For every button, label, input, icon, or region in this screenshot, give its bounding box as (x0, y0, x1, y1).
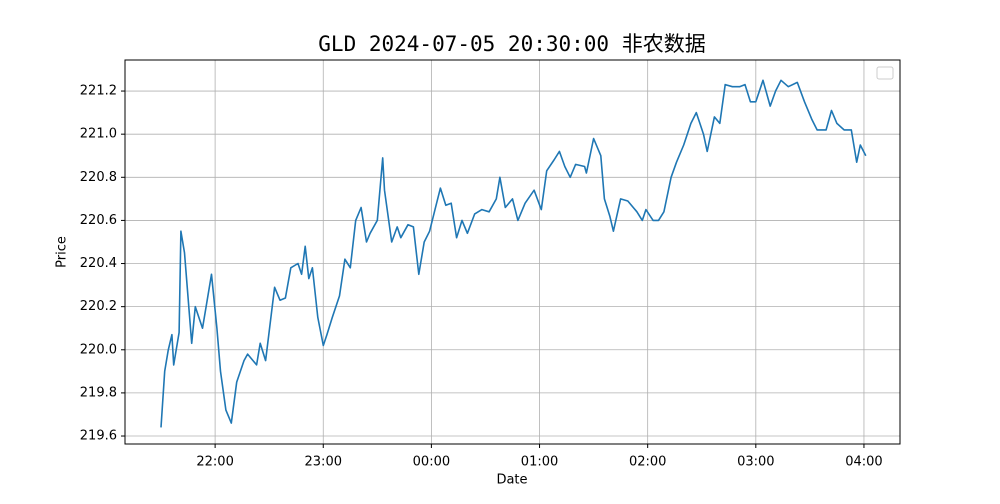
x-tick-label: 00:00 (413, 455, 450, 470)
y-tick-label: 221.2 (80, 84, 117, 99)
plot (160, 79, 867, 428)
y-tick-label: 220.8 (80, 170, 117, 185)
x-tick-label: 02:00 (629, 455, 666, 470)
chart-title: GLD 2024-07-05 20:30:00 非农数据 (318, 32, 705, 56)
legend (876, 66, 894, 80)
y-tick-label: 220.6 (80, 213, 117, 228)
axes-frame (124, 59, 901, 445)
y-tick-label: 220.0 (80, 342, 117, 357)
x-tick-label: 01:00 (521, 455, 558, 470)
y-tick-label: 219.8 (80, 385, 117, 400)
price-line (160, 79, 867, 428)
x-tick-label: 23:00 (305, 455, 342, 470)
x-tick-label: 04:00 (845, 455, 882, 470)
y-tick-label: 220.2 (80, 299, 117, 314)
x-axis-label: Date (496, 473, 527, 488)
grid: 219.6 219.8 220.0 220.2 220.4 220.6 220.8 221.0… (80, 60, 900, 470)
y-axis-label: Price (55, 236, 70, 268)
y-tick-label: 220.4 (80, 256, 117, 271)
x-tick-label: 03:00 (737, 455, 774, 470)
y-tick-label: 219.6 (80, 429, 117, 444)
y-tick-label: 221.0 (80, 127, 117, 142)
x-tick-label: 22:00 (196, 455, 233, 470)
